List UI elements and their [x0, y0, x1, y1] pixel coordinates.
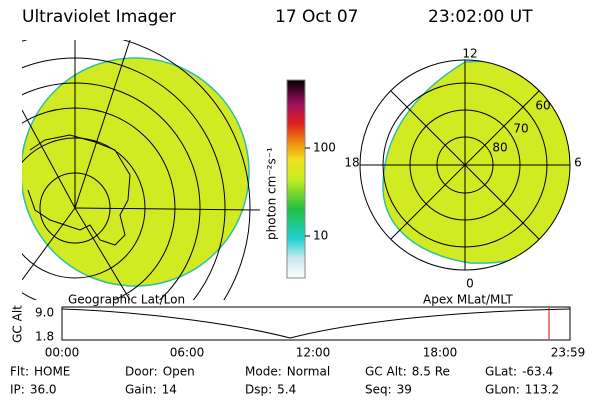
footer-value: 36.0 [30, 383, 57, 397]
footer-value: 5.4 [277, 383, 296, 397]
footer-value: Normal [287, 365, 330, 379]
colorbar-tick-label: 10 [313, 229, 328, 243]
footer-label: Gain: [125, 383, 157, 397]
left-panel-label: Geographic Lat/Lon [68, 293, 185, 307]
mlt-label: 6 [574, 156, 582, 170]
timeline-y-label: 1.8 [35, 330, 54, 344]
colorbar [286, 79, 306, 279]
footer-value: 14 [162, 383, 177, 397]
footer-value: Open [163, 365, 195, 379]
timeline-x-label: 18:00 [423, 346, 458, 360]
timeline-x-label: 12:00 [296, 346, 331, 360]
polar-plot [359, 59, 571, 271]
right-panel-label: Apex MLat/MLT [423, 293, 513, 307]
lat-label: 60 [535, 99, 550, 113]
footer-label: Seq: [365, 383, 392, 397]
colorbar-tick-label: 100 [313, 141, 336, 155]
footer-label: Door: [125, 365, 158, 379]
timeline-x-label: 23:59 [551, 346, 586, 360]
geographic-image [22, 40, 261, 300]
timeline-y-label: 9.0 [35, 306, 54, 320]
timeline-axis-label: GC Alt [11, 305, 25, 343]
footer-label: Flt: [10, 365, 29, 379]
mlt-label: 18 [344, 156, 359, 170]
footer-value: -63.4 [522, 365, 553, 379]
mlt-label: 0 [466, 277, 474, 291]
footer-label: GLat: [485, 365, 517, 379]
lat-label: 70 [513, 122, 528, 136]
footer-label: IP: [10, 383, 25, 397]
footer-label: Mode: [245, 365, 282, 379]
timeline-x-label: 06:00 [170, 346, 205, 360]
title: Ultraviolet Imager [22, 7, 176, 27]
footer-label: GLon: [485, 383, 520, 397]
timeline [61, 306, 571, 341]
footer-value: 113.2 [525, 383, 559, 397]
date: 17 Oct 07 [275, 7, 358, 27]
footer-value: HOME [34, 365, 70, 379]
footer-value: 8.5 Re [412, 365, 450, 379]
footer-label: Dsp: [245, 383, 272, 397]
footer: Flt: HOME IP: 36.0 Door: Open Gain: 14 Mode: Norm… [10, 365, 559, 397]
timeline-x-label: 00:00 [45, 346, 80, 360]
mlt-label: 12 [462, 47, 477, 61]
lat-label: 80 [492, 141, 507, 155]
footer-value: 39 [397, 383, 412, 397]
time: 23:02:00 UT [428, 7, 533, 27]
colorbar-label: photon cm⁻²s⁻¹ [265, 147, 279, 240]
footer-label: GC Alt: [365, 365, 407, 379]
